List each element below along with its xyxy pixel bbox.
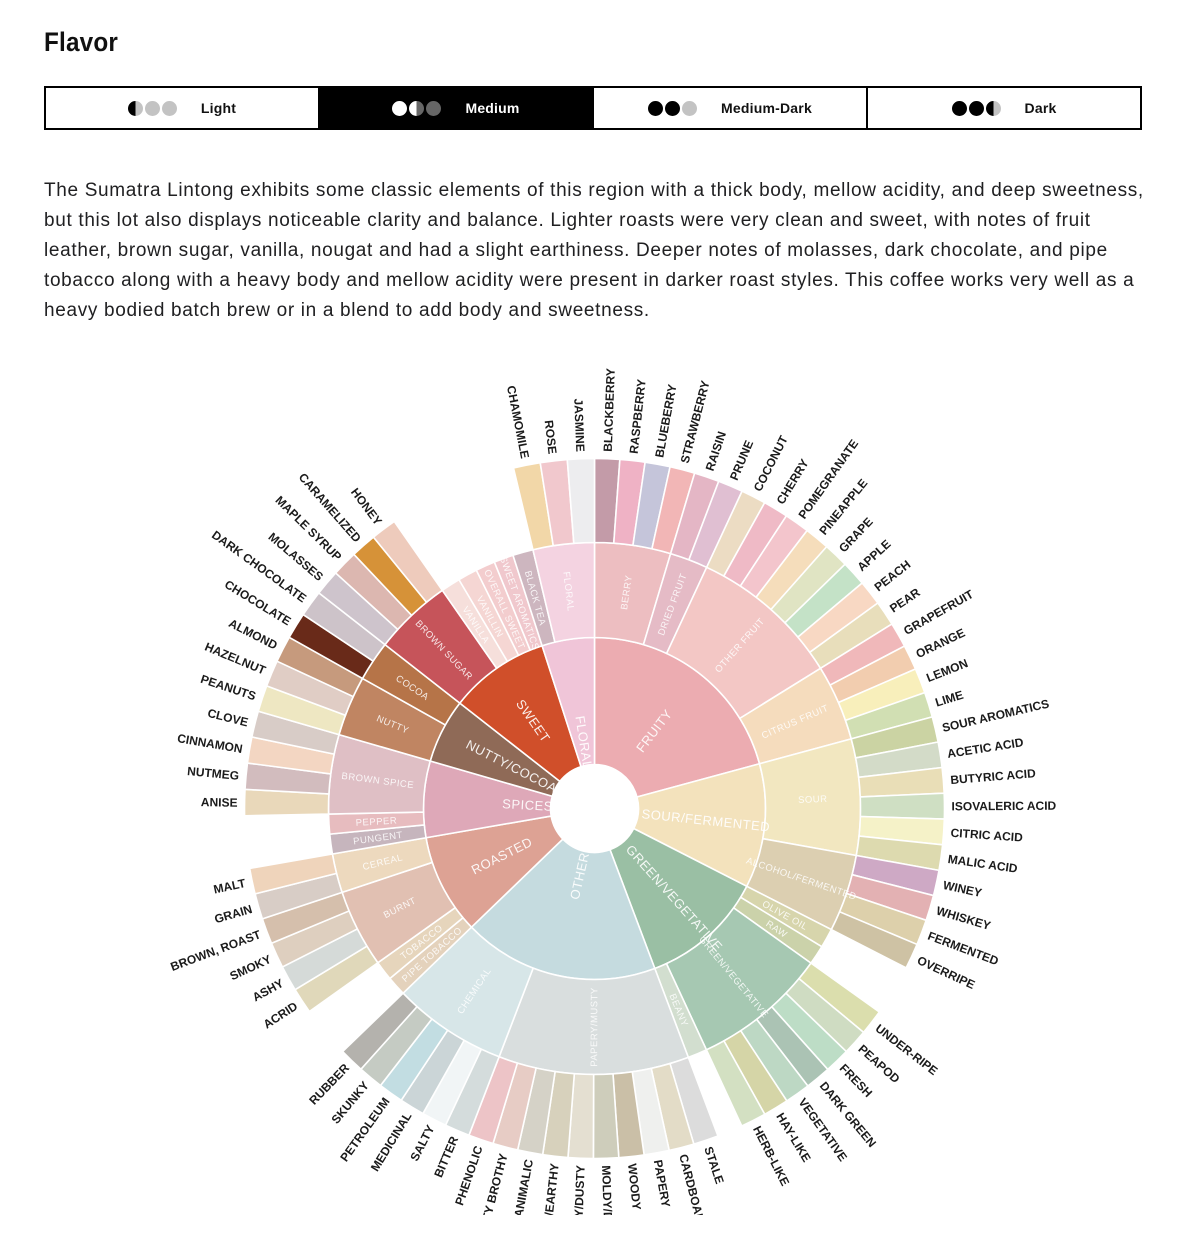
- svg-text:MUSTY/EARTHY: MUSTY/EARTHY: [537, 1163, 562, 1215]
- svg-text:SPICES: SPICES: [502, 796, 553, 814]
- svg-text:APPLE: APPLE: [854, 537, 893, 574]
- svg-text:MUSTY/DUSTY: MUSTY/DUSTY: [570, 1165, 587, 1215]
- svg-text:CHAMOMILE: CHAMOMILE: [504, 384, 532, 459]
- svg-text:PRUNE: PRUNE: [727, 438, 756, 482]
- svg-text:PAPERY: PAPERY: [651, 1159, 673, 1209]
- svg-text:WINEY: WINEY: [942, 878, 983, 900]
- svg-text:OVERRIPE: OVERRIPE: [915, 953, 977, 992]
- svg-text:FRESH: FRESH: [837, 1061, 875, 1100]
- svg-text:ANISE: ANISE: [201, 795, 238, 810]
- svg-text:CARDBOARD: CARDBOARD: [676, 1153, 709, 1215]
- svg-text:PHENOLIC: PHENOLIC: [452, 1144, 485, 1208]
- svg-text:RASPBERRY: RASPBERRY: [627, 378, 649, 454]
- svg-text:ACETIC ACID: ACETIC ACID: [946, 735, 1024, 761]
- svg-text:CITRIC ACID: CITRIC ACID: [950, 826, 1023, 845]
- svg-text:SOUR: SOUR: [798, 794, 828, 806]
- svg-text:ACRID: ACRID: [261, 999, 301, 1032]
- svg-text:HONEY: HONEY: [348, 485, 385, 528]
- svg-text:DARK CHOCOLATE: DARK CHOCOLATE: [209, 528, 309, 606]
- svg-text:SALTY: SALTY: [407, 1123, 437, 1164]
- svg-text:PAPERY/MUSTY: PAPERY/MUSTY: [589, 987, 600, 1067]
- svg-text:MOLDY/DAMP: MOLDY/DAMP: [599, 1165, 616, 1215]
- svg-text:NUTMEG: NUTMEG: [187, 764, 240, 783]
- svg-text:ANIMALIC: ANIMALIC: [511, 1158, 536, 1215]
- svg-text:PEAR: PEAR: [887, 585, 923, 615]
- svg-text:BITTER: BITTER: [431, 1134, 461, 1180]
- svg-text:MALT: MALT: [212, 876, 247, 897]
- svg-text:RAISIN: RAISIN: [703, 430, 729, 473]
- svg-text:HAZELNUT: HAZELNUT: [203, 640, 269, 678]
- svg-text:BLACKBERRY: BLACKBERRY: [601, 368, 618, 452]
- svg-text:POMEGRANATE: POMEGRANATE: [796, 437, 862, 522]
- svg-text:BERRY: BERRY: [619, 574, 635, 610]
- svg-text:PEACH: PEACH: [872, 557, 914, 594]
- svg-text:LIME: LIME: [933, 688, 965, 710]
- svg-text:ORANGE: ORANGE: [914, 626, 968, 661]
- svg-text:LEMON: LEMON: [924, 656, 969, 685]
- svg-text:BUTYRIC ACID: BUTYRIC ACID: [950, 766, 1037, 787]
- svg-text:CLOVE: CLOVE: [206, 706, 250, 730]
- svg-text:CINNAMON: CINNAMON: [176, 731, 243, 756]
- svg-text:ALMOND: ALMOND: [226, 616, 280, 653]
- svg-text:SMOKY: SMOKY: [228, 952, 274, 983]
- svg-text:MALIC ACID: MALIC ACID: [947, 852, 1019, 876]
- svg-text:JASMINE: JASMINE: [571, 398, 587, 452]
- svg-text:STALE: STALE: [701, 1145, 727, 1186]
- svg-text:ISOVALERIC ACID: ISOVALERIC ACID: [951, 799, 1056, 814]
- svg-text:WOODY: WOODY: [625, 1163, 644, 1211]
- svg-text:WHISKEY: WHISKEY: [935, 904, 993, 933]
- svg-text:PEPPER: PEPPER: [355, 816, 397, 829]
- svg-text:GRAIN: GRAIN: [213, 902, 254, 926]
- svg-text:ASHY: ASHY: [250, 976, 286, 1004]
- svg-text:FLORAL: FLORAL: [560, 571, 576, 612]
- svg-text:BLUEBERRY: BLUEBERRY: [652, 383, 679, 459]
- svg-text:PEANUTS: PEANUTS: [199, 672, 258, 703]
- svg-text:ROSE: ROSE: [542, 419, 560, 454]
